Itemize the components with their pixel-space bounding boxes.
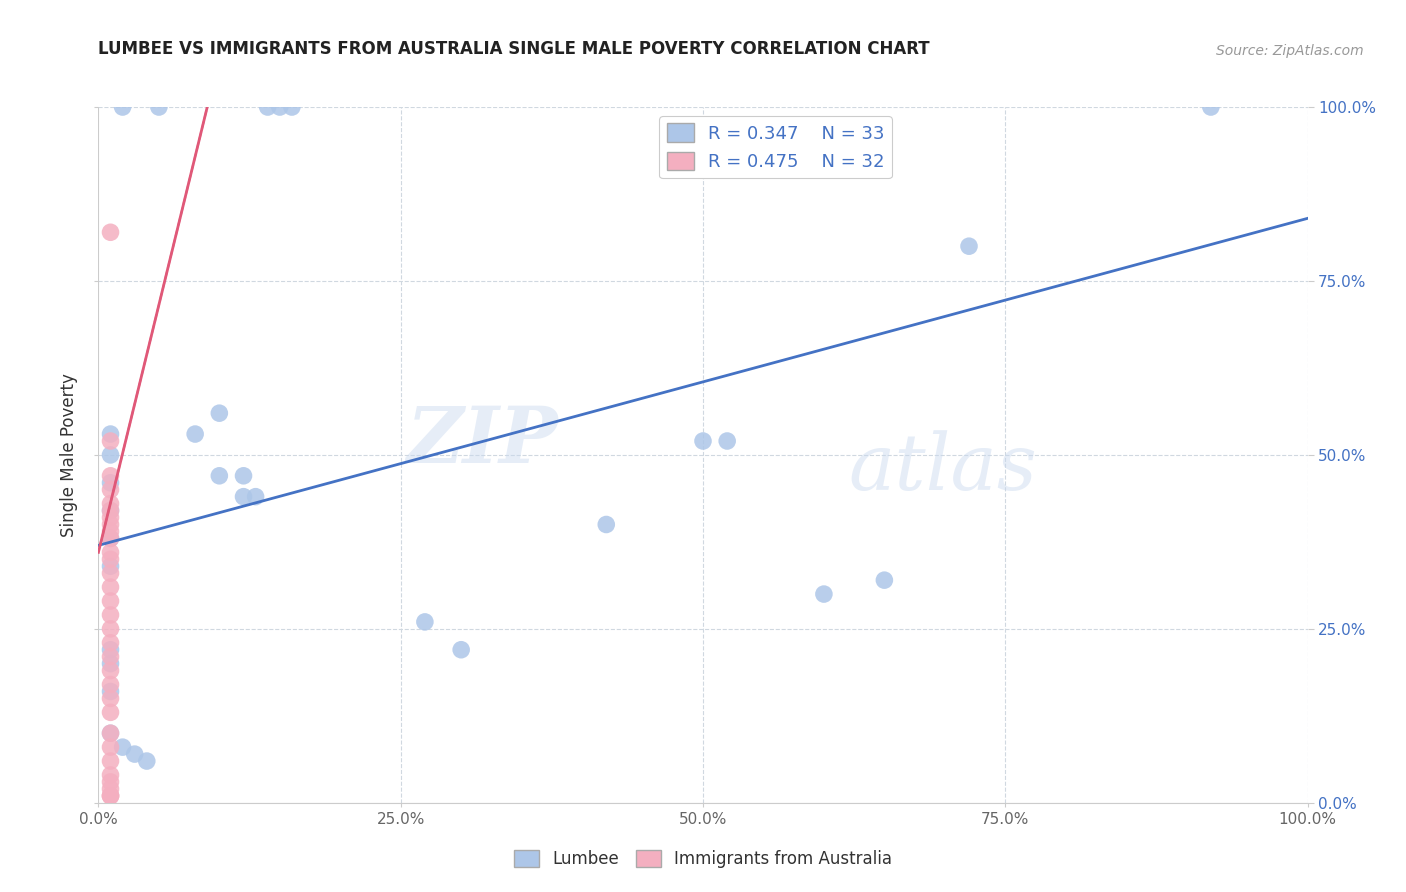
Point (100, 434, 122, 448)
Point (100, 754, 122, 768)
Point (873, 573, 896, 587)
Point (124, 747, 146, 761)
Point (111, 100, 134, 114)
Point (100, 789, 122, 803)
Point (100, 566, 122, 581)
Point (100, 649, 122, 664)
Point (100, 657, 122, 671)
Point (100, 726, 122, 740)
Point (100, 594, 122, 608)
Point (100, 677, 122, 691)
Point (100, 768, 122, 782)
Point (100, 427, 122, 442)
Text: LUMBEE VS IMMIGRANTS FROM AUSTRALIA SINGLE MALE POVERTY CORRELATION CHART: LUMBEE VS IMMIGRANTS FROM AUSTRALIA SING… (98, 40, 929, 58)
Point (100, 789, 122, 803)
Point (100, 510, 122, 524)
Point (100, 517, 122, 532)
Point (100, 580, 122, 594)
Point (245, 490, 267, 504)
Point (100, 684, 122, 698)
Point (100, 524, 122, 539)
Point (232, 468, 254, 483)
Text: Source: ZipAtlas.com: Source: ZipAtlas.com (1216, 44, 1364, 58)
Point (692, 434, 714, 448)
Point (413, 615, 436, 629)
Y-axis label: Single Male Poverty: Single Male Poverty (60, 373, 79, 537)
Point (208, 406, 231, 420)
Point (100, 607, 122, 622)
Point (716, 434, 738, 448)
Point (111, 740, 134, 755)
Point (100, 503, 122, 517)
Point (281, 100, 304, 114)
Point (100, 664, 122, 678)
Point (100, 225, 122, 239)
Point (100, 559, 122, 574)
Point (269, 100, 291, 114)
Point (100, 483, 122, 497)
Point (100, 532, 122, 546)
Point (100, 706, 122, 720)
Point (100, 781, 122, 796)
Point (100, 468, 122, 483)
Point (232, 490, 254, 504)
Point (100, 497, 122, 511)
Point (100, 691, 122, 706)
Point (256, 100, 278, 114)
Point (100, 448, 122, 462)
Point (100, 552, 122, 566)
Point (100, 545, 122, 559)
Point (957, 239, 980, 253)
Point (100, 789, 122, 803)
Point (100, 740, 122, 755)
Point (100, 642, 122, 657)
Point (100, 636, 122, 650)
Point (1199, 100, 1222, 114)
Point (100, 775, 122, 789)
Text: atlas: atlas (848, 431, 1036, 507)
Point (100, 532, 122, 546)
Legend: Lumbee, Immigrants from Australia: Lumbee, Immigrants from Australia (508, 843, 898, 875)
Legend: R = 0.347    N = 33, R = 0.475    N = 32: R = 0.347 N = 33, R = 0.475 N = 32 (659, 116, 891, 178)
Point (100, 503, 122, 517)
Point (813, 587, 835, 601)
Point (595, 517, 617, 532)
Point (184, 427, 207, 442)
Text: ZIP: ZIP (406, 403, 558, 479)
Point (100, 622, 122, 636)
Point (450, 642, 472, 657)
Point (135, 754, 157, 768)
Point (208, 468, 231, 483)
Point (148, 100, 170, 114)
Point (100, 475, 122, 490)
Point (100, 726, 122, 740)
